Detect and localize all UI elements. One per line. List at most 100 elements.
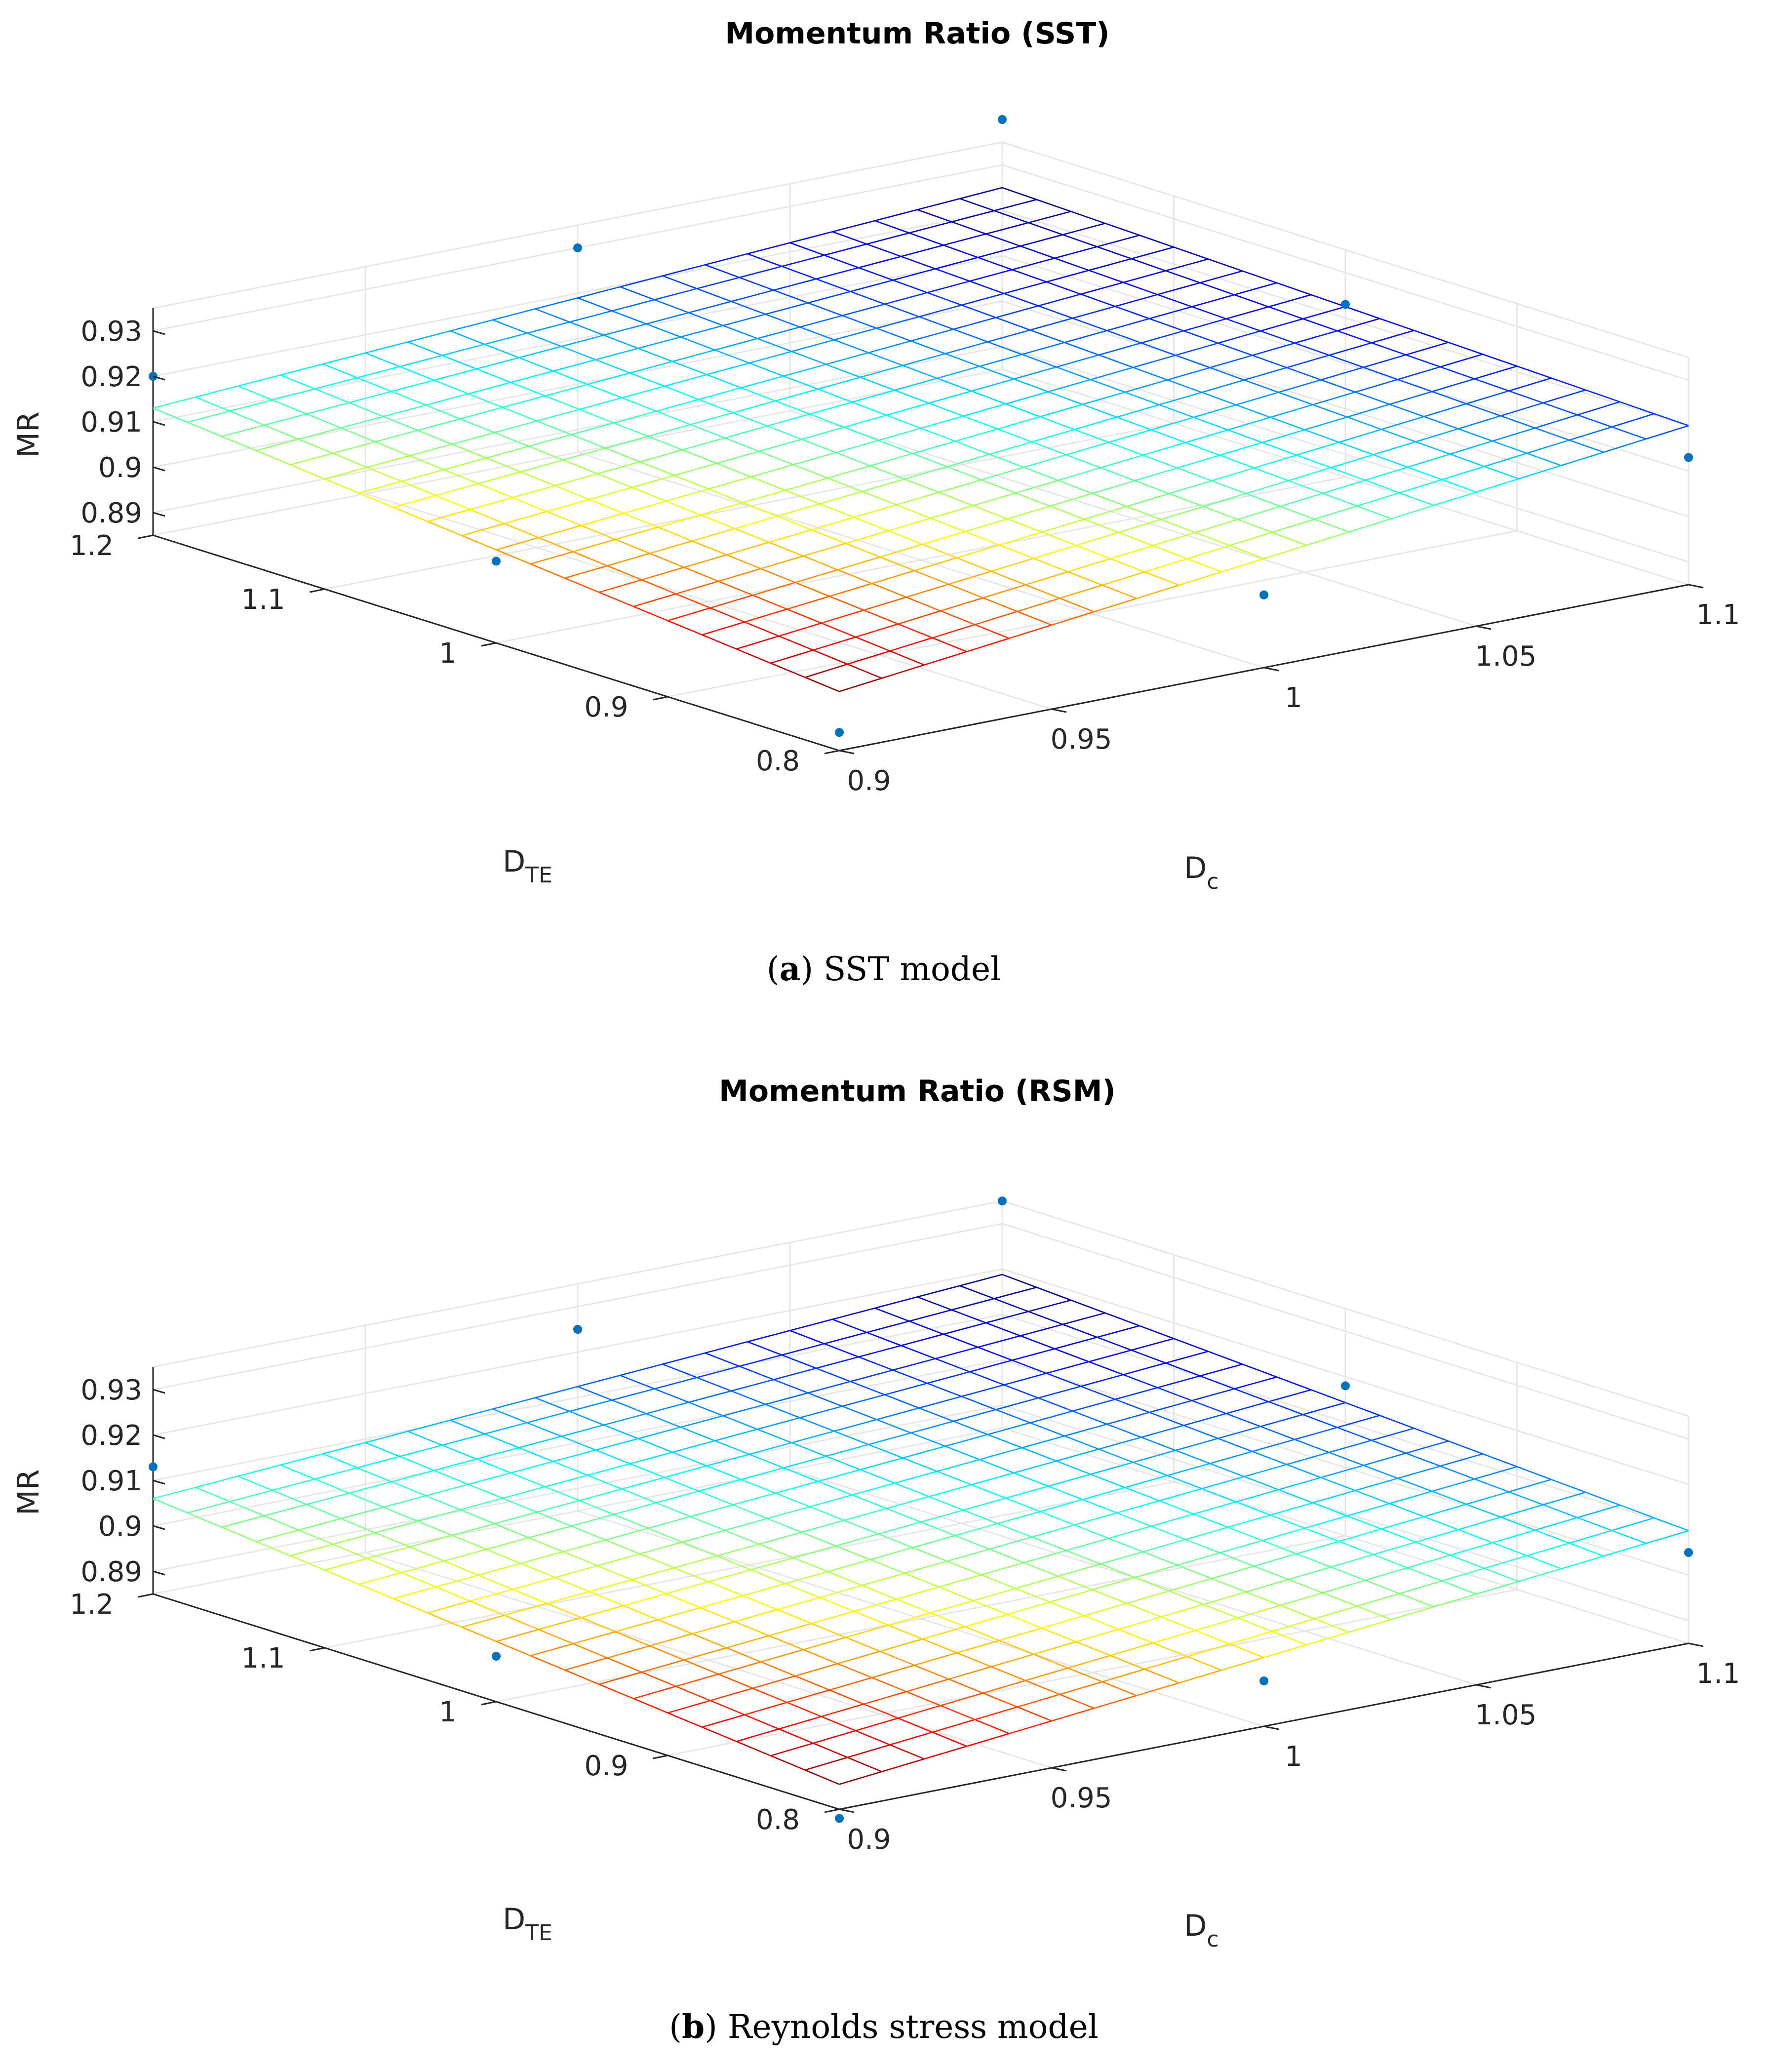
mesh-line <box>922 531 965 545</box>
mesh-line <box>1432 391 1467 404</box>
mesh-line <box>1014 378 1049 393</box>
mesh-line <box>1040 1511 1075 1526</box>
mesh-line <box>769 542 804 557</box>
mesh-line <box>1082 1487 1125 1500</box>
mesh-line <box>607 553 650 566</box>
mesh-line <box>805 1769 840 1785</box>
mesh-line <box>1067 1667 1102 1682</box>
mesh-line <box>1474 1466 1517 1480</box>
mesh-line <box>314 1467 357 1480</box>
mesh-line <box>963 415 998 430</box>
caption-label: b <box>682 2007 705 2046</box>
mesh-line <box>1050 1589 1093 1603</box>
mesh-line <box>563 447 606 461</box>
mesh-line <box>1056 354 1099 368</box>
mesh-line <box>443 457 487 471</box>
mesh-line <box>1100 1563 1135 1578</box>
mesh-line <box>1193 1513 1228 1528</box>
ticks: 0.80.911.11.20.90.9511.051.10.890.90.910… <box>70 316 1740 797</box>
mesh-line <box>1302 318 1337 332</box>
mesh-line <box>1347 403 1390 418</box>
mesh-line <box>983 584 1026 598</box>
mesh-line <box>939 1574 982 1588</box>
mesh-line <box>1126 506 1161 520</box>
mesh-line <box>708 488 743 504</box>
y-tick-mark <box>1476 1684 1492 1689</box>
mesh-line <box>971 1472 1014 1486</box>
mesh-line <box>894 1471 938 1484</box>
mesh-line <box>1329 1439 1372 1453</box>
data-point <box>998 1196 1007 1205</box>
mesh-line <box>1500 1504 1543 1518</box>
mesh-line <box>718 568 761 582</box>
mesh-line <box>951 210 994 223</box>
mesh-line <box>1159 392 1202 405</box>
mesh-line <box>1612 413 1654 428</box>
mesh-line <box>417 418 461 431</box>
mesh-line <box>460 418 495 434</box>
mesh-line <box>1280 492 1323 507</box>
mesh-line <box>221 424 265 438</box>
mesh-line <box>1211 480 1246 494</box>
mesh-line <box>633 605 668 622</box>
mesh-line <box>569 1410 604 1426</box>
mesh-line <box>1397 1465 1441 1479</box>
y-tick-mark <box>1263 667 1279 672</box>
mesh-line <box>937 1471 972 1485</box>
mesh-line <box>803 1649 838 1665</box>
mesh-line <box>893 1369 928 1384</box>
mesh-line <box>654 288 697 301</box>
mesh-line <box>739 277 774 291</box>
mesh-line <box>1046 281 1081 295</box>
mesh-line <box>577 297 612 312</box>
mesh-line <box>1004 1372 1047 1386</box>
mesh-line <box>736 635 779 650</box>
mesh-line <box>884 303 919 318</box>
mesh-line <box>358 1584 393 1599</box>
mesh-line <box>945 1445 980 1460</box>
mesh-line <box>852 389 895 403</box>
mesh-line <box>1345 1402 1380 1416</box>
mesh-line <box>675 1685 710 1702</box>
mesh-line <box>886 1508 921 1523</box>
mesh-line <box>769 1635 804 1650</box>
mesh-line <box>903 353 945 366</box>
mesh-line <box>845 1636 880 1652</box>
mesh-line <box>298 438 333 454</box>
mesh-line <box>1116 404 1160 418</box>
mesh-line <box>1612 1530 1647 1544</box>
mesh-line <box>904 1572 939 1588</box>
mesh-line <box>1569 439 1604 453</box>
mesh-line <box>922 1638 957 1654</box>
mesh-line <box>1260 1414 1303 1428</box>
mesh-line <box>1089 258 1132 271</box>
mesh-line <box>1076 1641 1111 1656</box>
mesh-line <box>767 425 802 440</box>
mesh-line <box>871 1665 915 1678</box>
mesh-line <box>620 1375 655 1390</box>
mesh-line <box>785 477 828 491</box>
mesh-line <box>476 1458 511 1474</box>
mesh-line <box>1314 505 1357 520</box>
mesh-line <box>698 398 733 414</box>
mesh-line <box>1046 1372 1081 1387</box>
mesh-line <box>1280 1604 1315 1620</box>
mesh-line <box>518 1447 553 1462</box>
mesh-line <box>553 1461 588 1476</box>
mesh-line <box>799 1405 843 1419</box>
mesh-line <box>443 1560 478 1576</box>
mesh-line <box>1094 598 1137 613</box>
mesh-line <box>1363 1452 1406 1466</box>
mesh-line <box>894 377 938 391</box>
mesh-line <box>1141 330 1184 344</box>
mesh-line <box>1543 389 1586 404</box>
mesh-line <box>612 310 647 325</box>
mesh-line <box>623 1593 667 1606</box>
mesh-line <box>1133 1449 1176 1463</box>
mesh-line <box>893 1358 936 1371</box>
mesh-line <box>264 1504 307 1516</box>
mesh-line <box>538 1629 573 1644</box>
mesh-line <box>1062 223 1105 236</box>
mesh-line <box>1654 413 1689 427</box>
mesh-line <box>1288 1579 1323 1594</box>
